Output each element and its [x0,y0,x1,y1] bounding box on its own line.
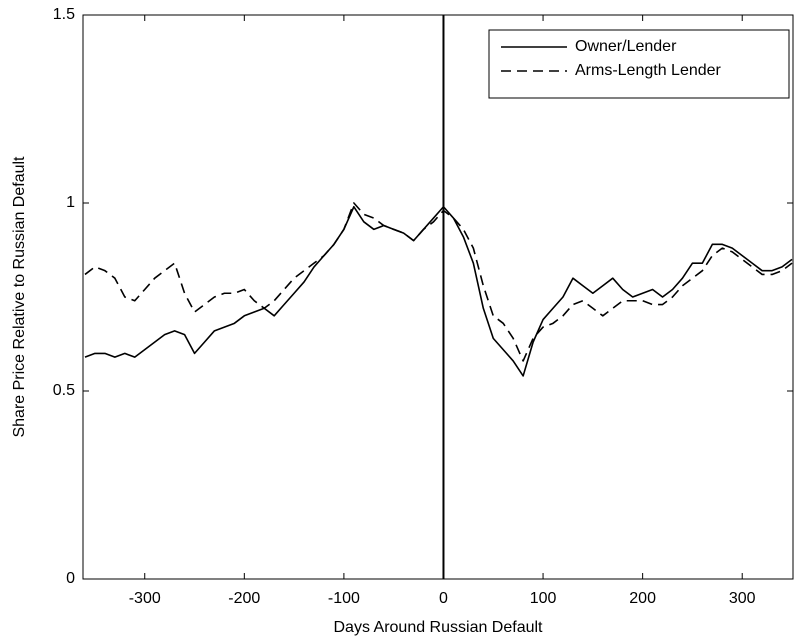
x-tick-label: -200 [228,590,260,607]
y-tick-label: 1 [66,194,75,211]
y-axis-label: Share Price Relative to Russian Default [11,156,28,438]
legend-label: Owner/Lender [575,38,677,55]
series-line [84,205,793,377]
x-tick-label: -300 [129,590,161,607]
x-tick-label: 0 [439,590,448,607]
y-tick-label: 0.5 [53,382,75,399]
y-tick-label: 0 [66,570,75,587]
x-tick-label: 300 [729,590,756,607]
x-axis-label: Days Around Russian Default [334,619,544,636]
x-tick-label: 100 [530,590,557,607]
x-tick-label: -100 [328,590,360,607]
x-tick-label: 200 [629,590,656,607]
plot-frame [82,14,794,580]
series-line [84,202,793,362]
y-tick-label: 1.5 [53,6,75,23]
legend-box [488,29,790,99]
legend-label: Arms-Length Lender [575,62,722,79]
